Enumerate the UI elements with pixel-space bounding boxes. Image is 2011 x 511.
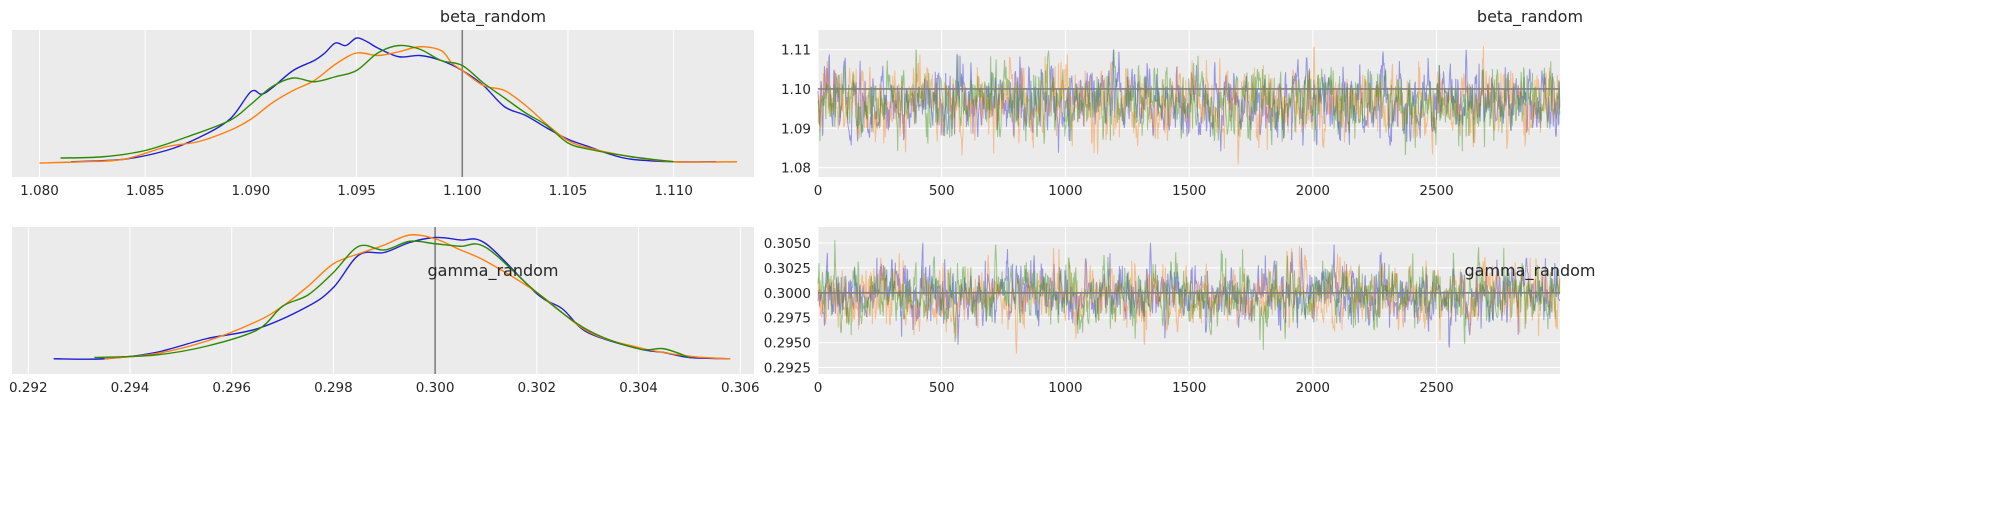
x-tick-label: 2000: [1296, 380, 1330, 396]
panel-title: gamma_random: [428, 261, 559, 281]
y-tick-label: 1.09: [781, 121, 811, 137]
y-tick-label: 0.3025: [764, 261, 811, 277]
density-curve: [104, 234, 731, 360]
x-tick-label: 1.085: [126, 183, 165, 199]
y-tick-label: 0.2975: [764, 311, 811, 327]
x-tick-label: 0.294: [111, 380, 150, 396]
density-curve: [60, 44, 674, 163]
x-tick-label: 1.105: [549, 183, 588, 199]
x-tick-label: 500: [929, 183, 955, 199]
x-tick-label: 1.110: [654, 183, 693, 199]
plot-content: 1.080 1.085 1.090 1.095 1.100 1.105 1.110: [12, 30, 754, 199]
gamma-random-trace-panel: 0 500 1000 1500 2000 2500 0.2925 0.2950 0.2975 0.…: [764, 227, 1596, 396]
panel-title: beta_random: [440, 7, 546, 27]
x-tick-label: 1000: [1048, 380, 1082, 396]
trace-line: [817, 49, 1561, 153]
plot-area: [12, 227, 754, 374]
plot-content: 0 500 1000 1500 2000 2500 0.2925 0.2950 0.2975 0.…: [764, 227, 1561, 396]
x-tick-label: 2000: [1296, 183, 1330, 199]
x-tick-label: 2500: [1419, 380, 1453, 396]
x-tick-label: 500: [929, 380, 955, 396]
trace-line: [817, 240, 1561, 351]
trace-line: [817, 242, 1561, 348]
x-tick-label: 1500: [1172, 183, 1206, 199]
x-tick-label: 0.304: [619, 380, 658, 396]
x-tick-label: 1500: [1172, 380, 1206, 396]
beta-random-density-panel: 1.080 1.085 1.090 1.095 1.100 1.105 1.110 beta_…: [12, 7, 754, 199]
x-tick-label: 1.095: [337, 183, 376, 199]
beta-random-trace-panel: 0 500 1000 1500 2000 2500 1.08 1.09 1.10 1.11 beta…: [781, 7, 1583, 199]
x-tick-label: 0.306: [721, 380, 760, 396]
plot-content: 0 500 1000 1500 2000 2500 1.08 1.09 1.10 1.11: [781, 30, 1561, 199]
y-tick-label: 0.3050: [764, 236, 811, 252]
x-tick-label: 0.296: [212, 380, 251, 396]
x-tick-label: 1.090: [232, 183, 271, 199]
x-tick-label: 1.080: [20, 183, 59, 199]
trace-line: [817, 46, 1561, 165]
trace-line: [817, 246, 1561, 354]
x-tick-label: 1.100: [443, 183, 482, 199]
x-tick-label: 0.300: [416, 380, 455, 396]
y-tick-label: 0.2925: [764, 361, 811, 377]
x-tick-label: 0.302: [518, 380, 557, 396]
density-curve: [94, 240, 690, 359]
plot-content: 0.292 0.294 0.296 0.298 0.300 0.302 0.304 0.306: [9, 227, 760, 396]
y-tick-label: 1.08: [781, 161, 811, 177]
x-tick-label: 0: [814, 380, 823, 396]
trace-line: [817, 49, 1561, 156]
x-tick-label: 0: [814, 183, 823, 199]
gamma-random-density-panel: 0.292 0.294 0.296 0.298 0.300 0.302 0.304 0.306…: [9, 227, 760, 396]
x-tick-label: 1000: [1048, 183, 1082, 199]
x-tick-label: 0.298: [314, 380, 353, 396]
x-tick-label: 0.292: [9, 380, 48, 396]
x-tick-label: 2500: [1419, 183, 1453, 199]
density-curve: [71, 37, 716, 163]
y-tick-label: 1.11: [781, 43, 811, 59]
y-tick-label: 0.2950: [764, 336, 811, 352]
y-tick-label: 0.3000: [764, 286, 811, 302]
panel-title: beta_random: [1477, 7, 1583, 27]
panel-title: gamma_random: [1465, 261, 1596, 281]
density-curve: [39, 46, 738, 164]
y-tick-label: 1.10: [781, 82, 811, 98]
